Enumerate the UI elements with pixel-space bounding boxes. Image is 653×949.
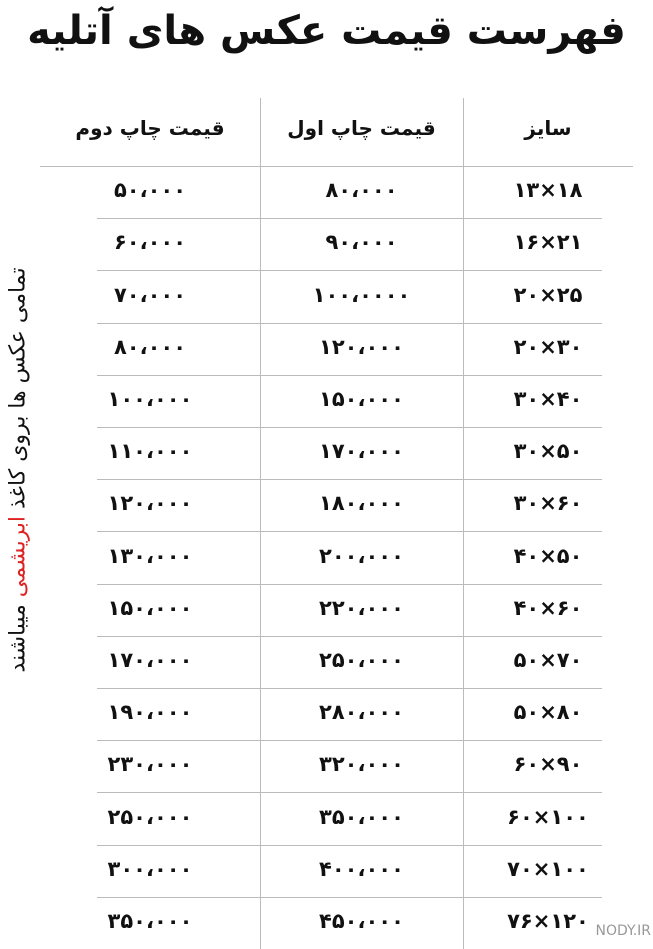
row-divider <box>97 792 602 794</box>
side-note-text: تمامی عکس ها بروی کاغذ ابریشمی میباشند <box>6 267 31 672</box>
price-cell: ۴۰۰،۰۰۰ <box>319 856 404 881</box>
price-cell: ۱۱۰،۰۰۰ <box>107 439 193 464</box>
size-cell: ۳۰×۵۰ <box>513 439 583 464</box>
price-cell: ۱۳۰،۰۰۰ <box>107 543 193 568</box>
price-cell: ۱۷۰،۰۰۰ <box>319 439 404 464</box>
price-cell: ۲۵۰،۰۰۰ <box>107 804 193 829</box>
column-header: قیمت چاپ اول <box>287 116 436 140</box>
price-cell: ۷۰،۰۰۰ <box>113 282 187 307</box>
size-cell: ۷۶×۱۲۰ <box>507 908 589 933</box>
size-cell: ۵۰×۸۰ <box>513 700 583 725</box>
size-cell: ۷۰×۱۰۰ <box>507 856 589 881</box>
price-cell: ۸۰،۰۰۰ <box>113 334 187 359</box>
watermark: NODY.IR <box>595 923 651 939</box>
column-header: سایز <box>524 116 572 140</box>
price-cell: ۶۰،۰۰۰ <box>113 230 187 255</box>
row-divider <box>97 740 602 742</box>
price-cell: ۱۰۰،۰۰۰ <box>107 386 193 411</box>
price-cell: ۳۲۰،۰۰۰ <box>319 752 404 777</box>
size-cell: ۱۳×۱۸ <box>513 178 583 203</box>
side-note-part: میباشند <box>5 604 31 673</box>
row-divider <box>40 166 633 167</box>
size-cell: ۲۰×۳۰ <box>513 334 583 359</box>
row-divider <box>97 270 602 272</box>
price-cell: ۱۷۰،۰۰۰ <box>107 647 193 672</box>
column-divider <box>260 98 261 949</box>
size-cell: ۵۰×۷۰ <box>513 647 583 672</box>
price-cell: ۸۰،۰۰۰ <box>325 178 398 203</box>
price-cell: ۱۵۰،۰۰۰ <box>319 386 404 411</box>
column-divider <box>463 98 464 949</box>
price-cell: ۲۰۰،۰۰۰ <box>319 543 404 568</box>
row-divider <box>97 635 602 637</box>
column-header: قیمت چاپ دوم <box>75 116 225 140</box>
price-cell: ۲۸۰،۰۰۰ <box>319 700 404 725</box>
row-divider <box>97 531 602 533</box>
size-cell: ۳۰×۶۰ <box>513 491 583 516</box>
side-note-highlight: ابریشمی <box>5 516 31 598</box>
row-divider <box>97 844 602 846</box>
size-cell: ۳۰×۴۰ <box>513 386 583 411</box>
row-divider <box>97 218 602 220</box>
row-divider <box>97 427 602 428</box>
price-cell: ۲۲۰،۰۰۰ <box>319 595 404 620</box>
size-cell: ۶۰×۹۰ <box>513 752 583 777</box>
size-cell: ۶۰×۱۰۰ <box>507 804 589 829</box>
price-cell: ۱۵۰،۰۰۰ <box>107 595 193 620</box>
size-cell: ۱۶×۲۱ <box>513 230 583 255</box>
price-cell: ۵۰،۰۰۰ <box>113 178 187 203</box>
price-cell: ۳۰۰،۰۰۰ <box>107 856 193 881</box>
price-cell: ۲۳۰،۰۰۰ <box>107 752 193 777</box>
row-divider <box>97 479 602 481</box>
side-note-part: تمامی عکس ها بروی کاغذ <box>5 267 31 510</box>
price-cell: ۴۵۰،۰۰۰ <box>319 908 404 933</box>
price-cell: ۱۹۰،۰۰۰ <box>107 700 193 725</box>
price-cell: ۱۰۰،۰۰۰۰ <box>312 282 411 307</box>
size-cell: ۴۰×۵۰ <box>513 543 583 568</box>
row-divider <box>97 896 602 898</box>
row-divider <box>97 688 602 689</box>
size-cell: ۴۰×۶۰ <box>513 595 583 620</box>
price-cell: ۱۲۰،۰۰۰ <box>319 334 404 359</box>
price-cell: ۹۰،۰۰۰ <box>325 230 398 255</box>
price-cell: ۳۵۰،۰۰۰ <box>319 804 404 829</box>
price-cell: ۳۵۰،۰۰۰ <box>107 908 193 933</box>
row-divider <box>97 583 602 585</box>
row-divider <box>97 322 602 324</box>
price-cell: ۲۵۰،۰۰۰ <box>319 647 404 672</box>
title: فهرست قیمت عکس های آتلیه <box>27 8 626 54</box>
price-cell: ۱۲۰،۰۰۰ <box>107 491 193 516</box>
price-cell: ۱۸۰،۰۰۰ <box>319 491 404 516</box>
size-cell: ۲۰×۲۵ <box>513 282 583 307</box>
row-divider <box>97 374 602 376</box>
